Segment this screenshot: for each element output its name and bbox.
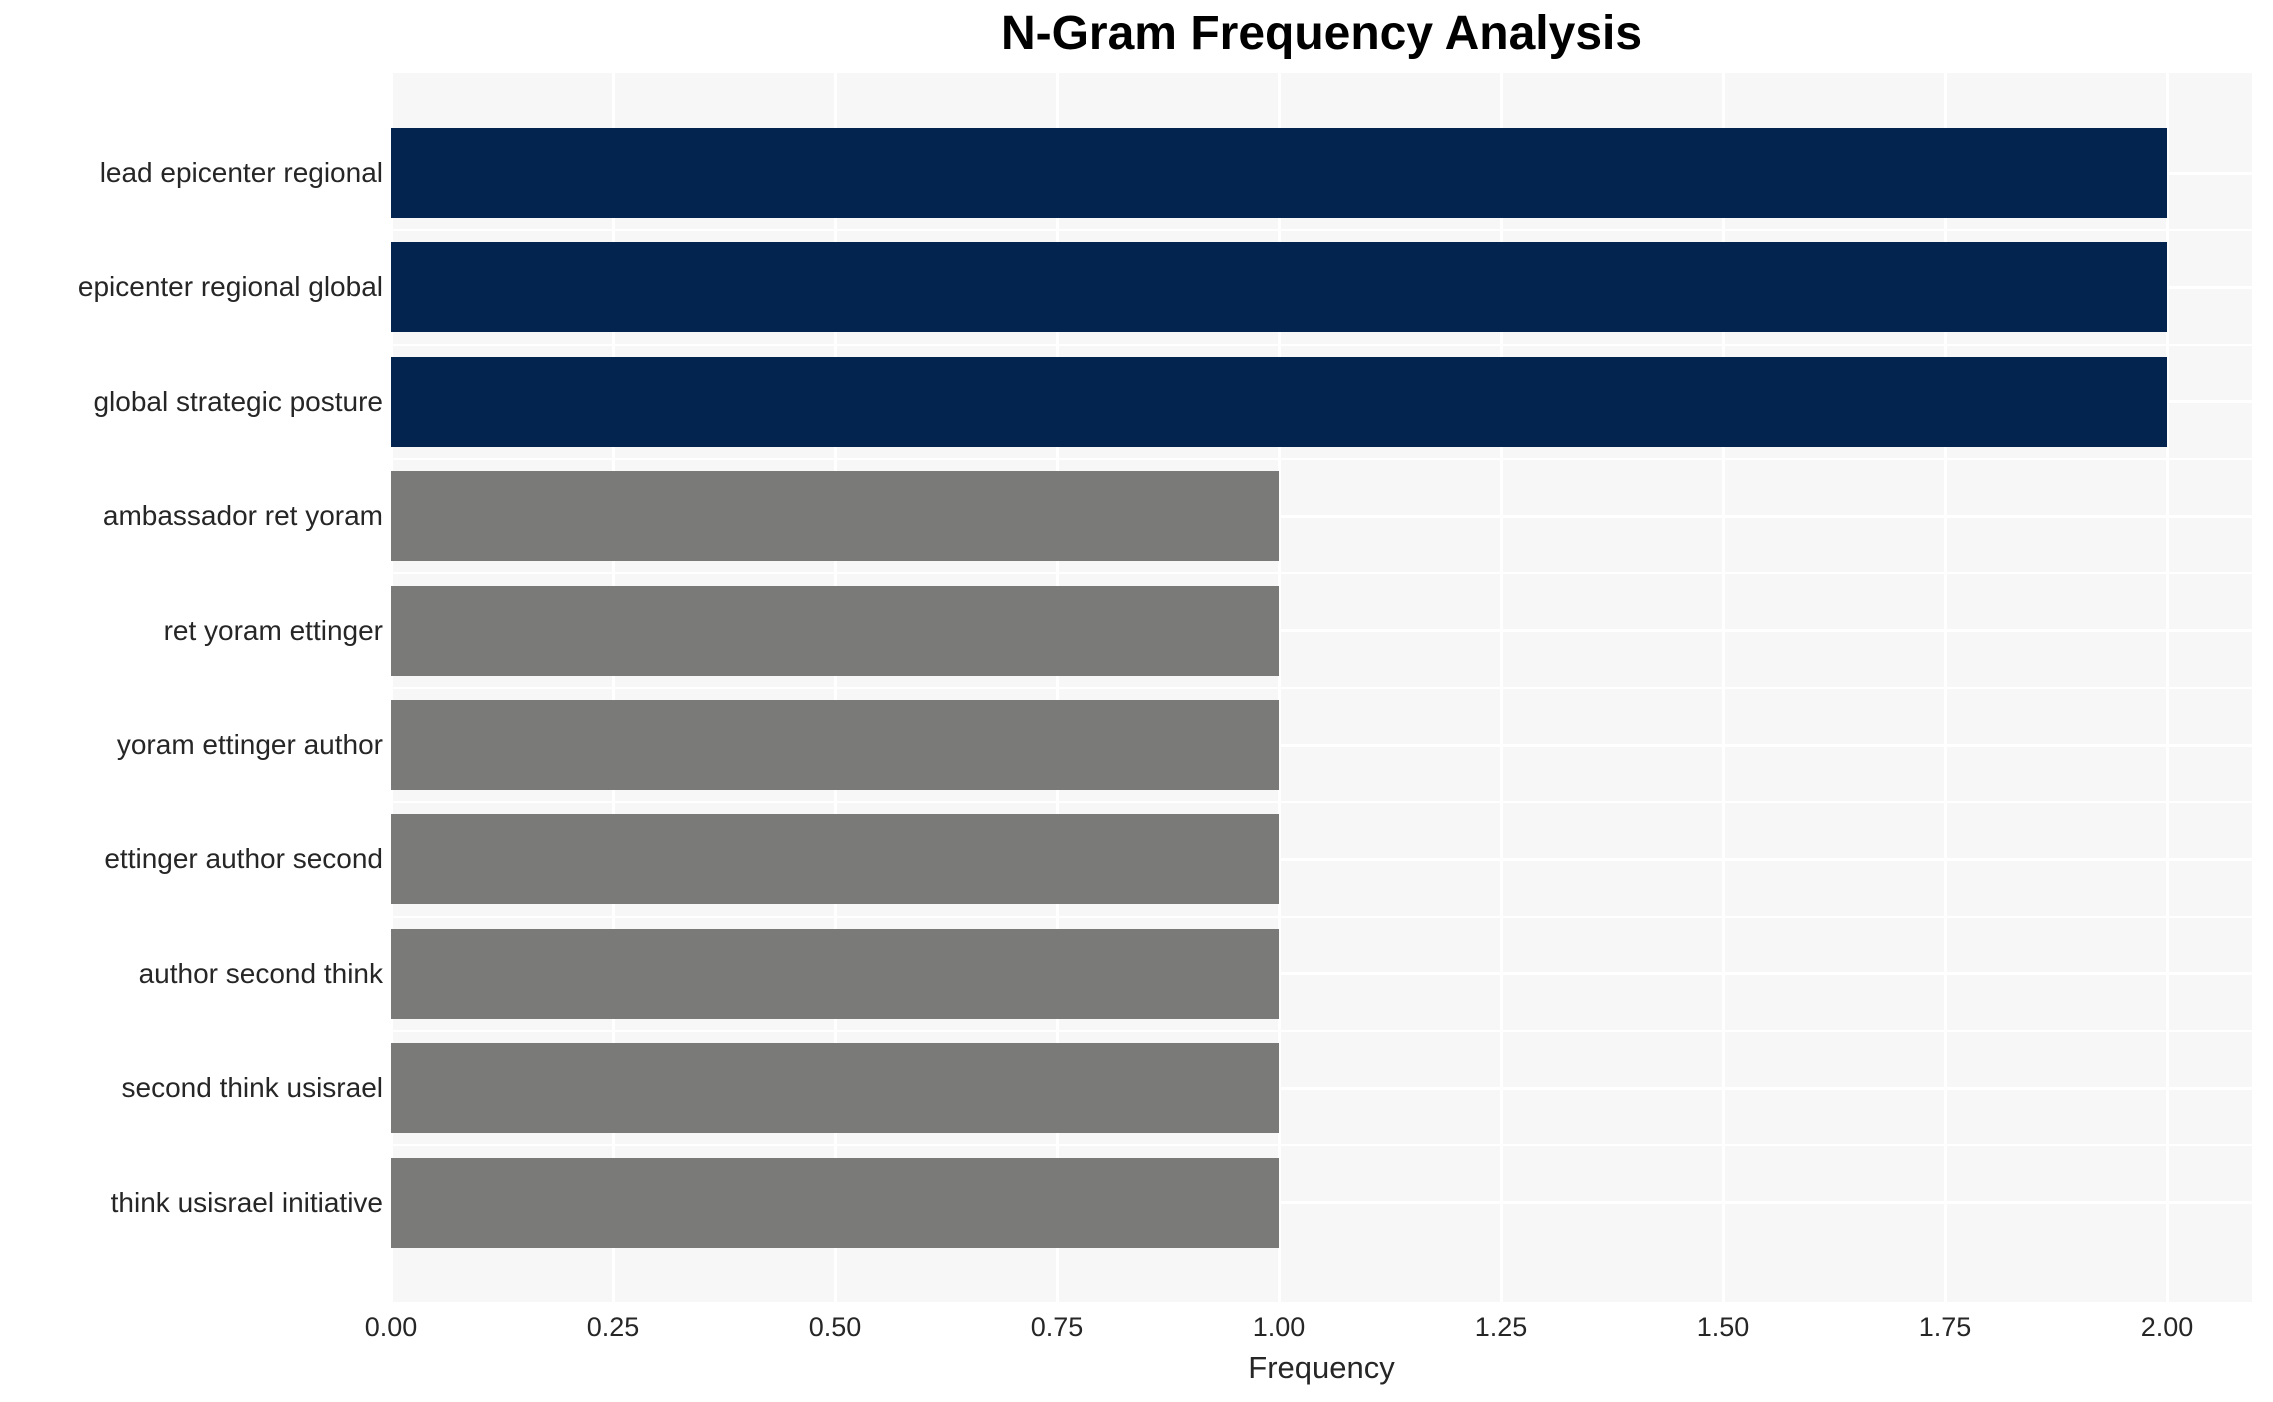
- plot-area: [389, 73, 2252, 1302]
- y-gridline-minor: [391, 572, 2252, 575]
- y-axis-label: second think usisrael: [121, 1072, 383, 1104]
- y-axis-label: lead epicenter regional: [99, 157, 383, 188]
- y-gridline: [391, 1201, 2252, 1205]
- bar-second-think-usisrael: [391, 1043, 1279, 1134]
- x-tick-label: 0.25: [586, 1312, 640, 1342]
- y-gridline-minor: [391, 1030, 2252, 1032]
- y-gridline: [391, 629, 2252, 633]
- x-tick-label: 2.00: [2140, 1312, 2194, 1342]
- chart-title: N-Gram Frequency Analysis: [1000, 7, 1643, 60]
- y-gridline-minor: [391, 801, 2252, 804]
- bar-yoram-ettinger-author: [391, 700, 1279, 790]
- y-gridline: [391, 972, 2252, 976]
- y-axis-label: author second think: [138, 957, 383, 989]
- y-axis-label: global strategic posture: [93, 385, 383, 417]
- bar-global-strategic-posture: [391, 356, 2167, 447]
- x-axis-title: Frequency: [1248, 1350, 1395, 1385]
- bar-ettinger-author-second: [391, 814, 1279, 905]
- bar-author-second-think: [391, 928, 1279, 1019]
- x-tick-label: 0.50: [808, 1312, 862, 1342]
- y-gridline-minor: [391, 1144, 2252, 1147]
- y-gridline-minor: [391, 686, 2252, 689]
- y-axis-label: ambassador ret yoram: [102, 500, 383, 532]
- bar-think-usisrael-initiative: [391, 1157, 1279, 1248]
- x-tick-label: 1.75: [1918, 1312, 1972, 1342]
- y-gridline: [391, 857, 2252, 861]
- y-gridline: [391, 743, 2252, 747]
- y-axis-label: think usisrael initiative: [110, 1186, 383, 1218]
- x-tick-label: 1.50: [1696, 1312, 1750, 1342]
- y-gridline: [391, 514, 2252, 518]
- y-axis-label: epicenter regional global: [77, 271, 383, 303]
- y-gridline-minor: [391, 458, 2252, 460]
- bar-lead-epicenter-regional: [391, 128, 2167, 218]
- x-tick-label: 1.00: [1252, 1312, 1306, 1342]
- y-axis-label: ret yoram ettinger: [163, 614, 383, 646]
- bar-ambassador-ret-yoram: [391, 471, 1279, 562]
- x-tick-label: 1.25: [1474, 1312, 1528, 1342]
- bar-epicenter-regional-global: [391, 242, 2167, 333]
- y-axis-label: ettinger author second: [104, 843, 383, 875]
- y-axis-label: yoram ettinger author: [116, 729, 383, 760]
- x-tick-label: 0.75: [1030, 1312, 1084, 1342]
- x-tick-label: 0.00: [364, 1312, 418, 1342]
- y-gridline-minor: [391, 229, 2252, 232]
- bar-ret-yoram-ettinger: [391, 585, 1279, 676]
- y-gridline-minor: [391, 915, 2252, 918]
- y-gridline-minor: [391, 343, 2252, 346]
- y-gridline: [391, 1086, 2252, 1090]
